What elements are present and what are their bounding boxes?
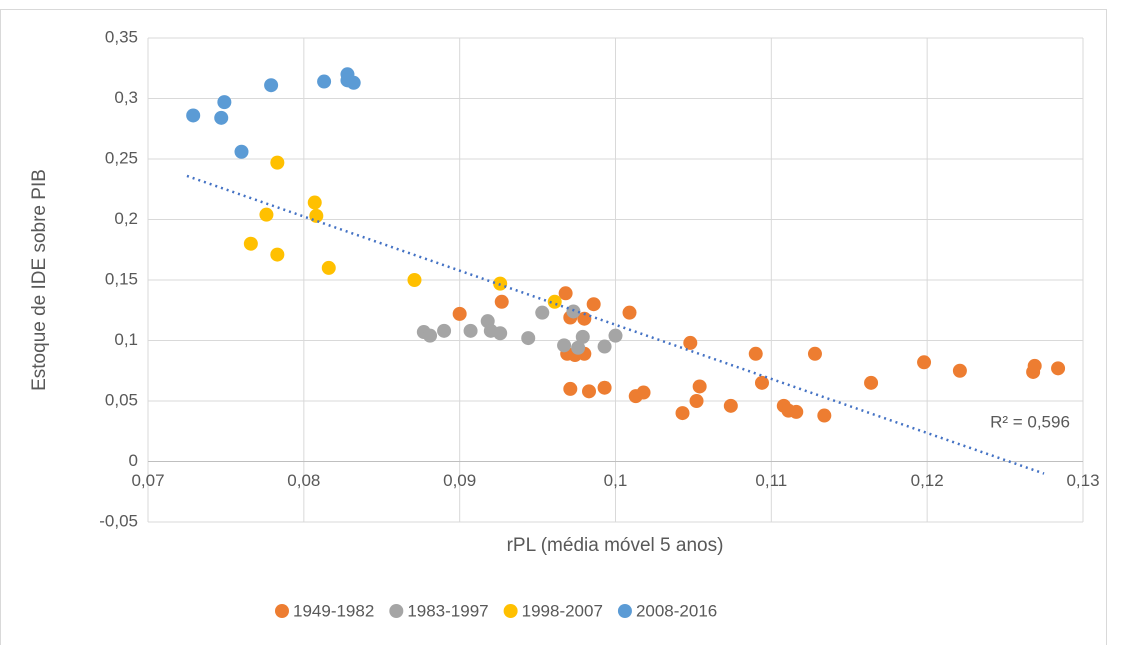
y-tick-label: 0,05 <box>105 390 138 409</box>
point <box>535 305 550 320</box>
chart-border <box>0 9 1107 645</box>
point <box>675 406 690 421</box>
x-axis-title: rPL (média móvel 5 anos) <box>507 535 724 556</box>
x-tick-label: 0,13 <box>1066 471 1099 490</box>
point <box>683 335 698 350</box>
point <box>952 363 967 378</box>
point <box>571 340 586 355</box>
point <box>558 286 573 301</box>
legend-marker <box>503 604 518 618</box>
point <box>547 294 562 309</box>
point <box>317 74 332 89</box>
point <box>217 95 232 110</box>
legend-label: 1998-2007 <box>522 601 603 620</box>
x-tick-label: 0,09 <box>443 471 476 490</box>
trendline <box>186 174 1045 475</box>
y-tick-label: 0,3 <box>114 88 138 107</box>
point <box>346 75 361 90</box>
point <box>608 328 623 343</box>
point <box>557 338 572 353</box>
point <box>234 144 249 159</box>
point <box>309 208 324 223</box>
y-tick-label: 0 <box>129 451 138 470</box>
point <box>586 297 601 312</box>
point <box>748 346 763 361</box>
point <box>321 260 336 275</box>
point <box>689 394 704 408</box>
point <box>1027 358 1042 373</box>
point <box>407 273 422 287</box>
y-tick-label: 0,25 <box>105 148 138 167</box>
point <box>307 195 322 210</box>
point <box>493 326 508 341</box>
point <box>214 110 229 125</box>
point <box>463 323 478 338</box>
point <box>597 380 612 395</box>
y-tick-label: -0,05 <box>99 511 138 530</box>
y-tick-label: 0,2 <box>114 209 138 228</box>
point <box>270 155 285 170</box>
point <box>494 294 509 309</box>
legend-marker <box>275 604 289 618</box>
point <box>575 329 590 344</box>
point <box>243 236 258 251</box>
point <box>437 323 452 338</box>
point <box>259 207 274 222</box>
point <box>423 328 438 343</box>
point <box>186 108 201 123</box>
point <box>917 355 932 370</box>
point <box>817 408 832 423</box>
point <box>1051 361 1066 376</box>
point <box>264 78 279 93</box>
x-tick-label: 0,07 <box>131 471 164 490</box>
y-axis-title: Estoque de IDE sobre PIB <box>29 169 50 391</box>
point <box>622 305 637 320</box>
x-tick-label: 0,1 <box>604 471 628 490</box>
point <box>521 331 536 346</box>
point <box>582 384 597 399</box>
point <box>754 375 769 390</box>
point <box>692 379 707 394</box>
x-tick-label: 0,12 <box>911 471 944 490</box>
legend-label: 2008-2016 <box>636 601 717 620</box>
y-tick-label: 0,1 <box>114 330 138 349</box>
legend-label: 1983-1997 <box>407 601 488 620</box>
point <box>452 306 467 321</box>
point <box>789 404 804 419</box>
y-tick-label: 0,15 <box>105 269 138 288</box>
point <box>563 381 578 396</box>
point <box>597 339 612 354</box>
y-tick-label: 0,35 <box>105 27 138 46</box>
x-tick-label: 0,08 <box>287 471 320 490</box>
legend-marker <box>617 604 632 618</box>
point <box>270 247 285 262</box>
point <box>864 375 879 390</box>
point <box>723 398 738 413</box>
x-tick-label: 0,11 <box>755 471 787 490</box>
legend-label: 1949-1982 <box>293 601 374 620</box>
legend-marker <box>389 604 404 618</box>
point <box>807 346 822 361</box>
trendline-annotation: R² = 0,596 <box>990 412 1070 431</box>
point <box>577 311 592 326</box>
point <box>636 385 651 400</box>
